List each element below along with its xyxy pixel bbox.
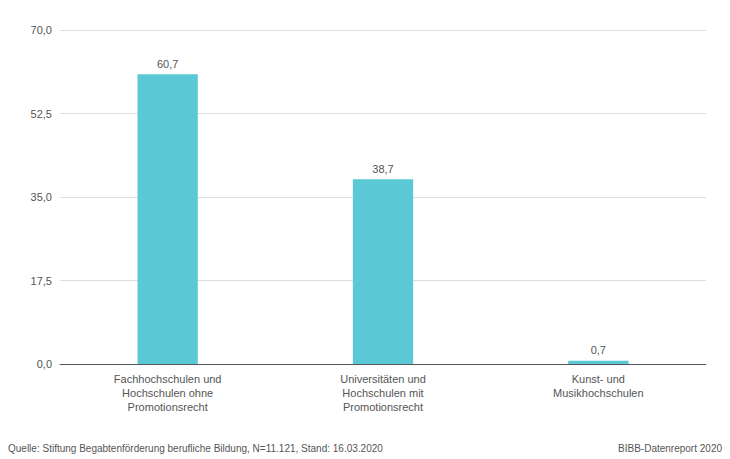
svg-text:70,0: 70,0 <box>31 24 52 36</box>
svg-text:38,7: 38,7 <box>372 163 393 175</box>
svg-text:0,7: 0,7 <box>591 344 606 356</box>
svg-text:Hochschulen ohne: Hochschulen ohne <box>122 387 213 399</box>
svg-text:60,7: 60,7 <box>157 58 178 70</box>
svg-text:52,5: 52,5 <box>31 108 52 120</box>
svg-text:Kunst- und: Kunst- und <box>572 373 625 385</box>
svg-text:17,5: 17,5 <box>31 275 52 287</box>
svg-text:Promotionsrecht: Promotionsrecht <box>128 401 208 413</box>
svg-text:BIBB-Datenreport 2020: BIBB-Datenreport 2020 <box>618 443 722 454</box>
svg-text:Hochschulen mit: Hochschulen mit <box>342 387 423 399</box>
svg-text:Universitäten und: Universitäten und <box>340 373 426 385</box>
svg-text:Musikhochschulen: Musikhochschulen <box>553 387 644 399</box>
svg-text:Quelle: Stiftung Begabtenförde: Quelle: Stiftung Begabtenförderung beruf… <box>8 443 383 454</box>
svg-text:Fachhochschulen und: Fachhochschulen und <box>114 373 222 385</box>
svg-text:0,0: 0,0 <box>37 358 52 370</box>
svg-text:Promotionsrecht: Promotionsrecht <box>343 401 423 413</box>
svg-text:35,0: 35,0 <box>31 191 52 203</box>
